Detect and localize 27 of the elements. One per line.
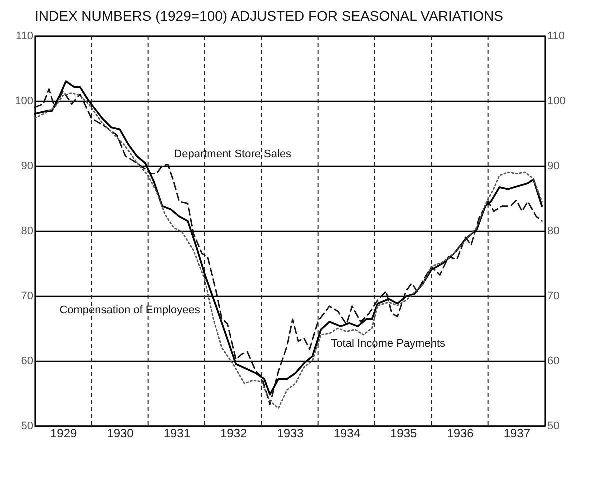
y-tick-label: 90 (21, 160, 34, 172)
y2-tick-label: 80 (548, 226, 560, 238)
y-tick-label: 50 (21, 420, 34, 432)
chart-title: INDEX NUMBERS (1929=100) ADJUSTED FOR SEASONAL VARIATIONS (35, 8, 504, 24)
y2-tick-label: 70 (548, 290, 560, 302)
x-tick-label: 1931 (164, 426, 191, 440)
x-tick-label: 1935 (390, 426, 418, 440)
x-tick-label: 1929 (50, 426, 78, 440)
y2-tick-label: 90 (548, 160, 560, 172)
y2-tick-label: 50 (548, 420, 560, 432)
y-tick-label: 70 (21, 290, 34, 302)
y2-tick-label: 100 (548, 96, 566, 108)
y-tick-label: 80 (21, 226, 34, 238)
x-tick-label: 1933 (277, 426, 304, 440)
x-tick-label: 1930 (107, 426, 134, 440)
x-tick-label: 1936 (447, 426, 474, 440)
y2-tick-label: 60 (548, 356, 560, 368)
y-tick-label: 60 (21, 356, 34, 368)
x-tick-label: 1932 (220, 426, 248, 440)
annotation: Department Store Sales (174, 148, 292, 161)
x-tick-label: 1934 (334, 426, 361, 440)
y2-tick-label: 110 (548, 30, 566, 42)
y-tick-label: 100 (15, 96, 34, 108)
x-tick-label: 1937 (504, 426, 531, 440)
annotation: Total Income Payments (331, 338, 446, 350)
annotation: Compensation of Employees (60, 304, 201, 316)
y-tick-label: 110 (16, 30, 34, 42)
